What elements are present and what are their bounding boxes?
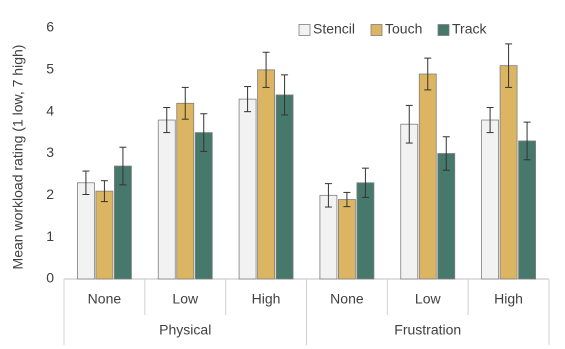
y-axis-title: Mean workload rating (1 low, 7 high) [10,45,26,270]
legend-label: Stencil [313,21,355,37]
group-label: Frustration [394,322,461,338]
axes: 0 1 2 3 4 5 6 [46,19,550,345]
legend: Stencil Touch Track [298,21,487,37]
bar [77,182,95,280]
x-tick-label: High [252,291,281,307]
bar [400,123,419,280]
y-tick-label: 4 [46,102,54,118]
bar [481,119,499,280]
legend-swatch [437,24,450,36]
bar [238,98,257,280]
group-label: Physical [159,322,211,338]
bar [418,73,437,280]
y-tick-label: 1 [46,228,54,244]
y-tick-label: 5 [46,61,54,77]
x-tick-label: None [330,291,364,307]
bar [176,102,195,280]
y-tick-label: 0 [46,270,54,286]
bar [319,194,338,280]
legend-label: Touch [385,21,422,37]
bar [338,199,356,280]
bar [157,119,176,280]
x-tick-label: None [88,291,122,307]
x-tick-label: Low [172,291,199,307]
bar [257,69,275,280]
bar [275,94,294,280]
y-tick-label: 6 [46,19,54,35]
y-tick-label: 2 [46,186,54,202]
bar [499,65,518,280]
bar [437,153,456,280]
bar [194,132,213,280]
y-tick-label: 3 [46,144,54,160]
bar [95,190,114,280]
error-bars [82,43,531,208]
x-axis-labels: None Low High None Low High Physical Frustratio… [88,291,523,338]
x-tick-label: Low [415,291,442,307]
bar [518,140,536,280]
legend-label: Track [452,21,487,37]
y-axis-title-wrapper: Mean workload rating (1 low, 7 high) [10,45,26,270]
legend-swatch [298,24,311,36]
legend-swatch [370,24,383,36]
bars [77,65,536,280]
x-tick-label: High [494,291,523,307]
